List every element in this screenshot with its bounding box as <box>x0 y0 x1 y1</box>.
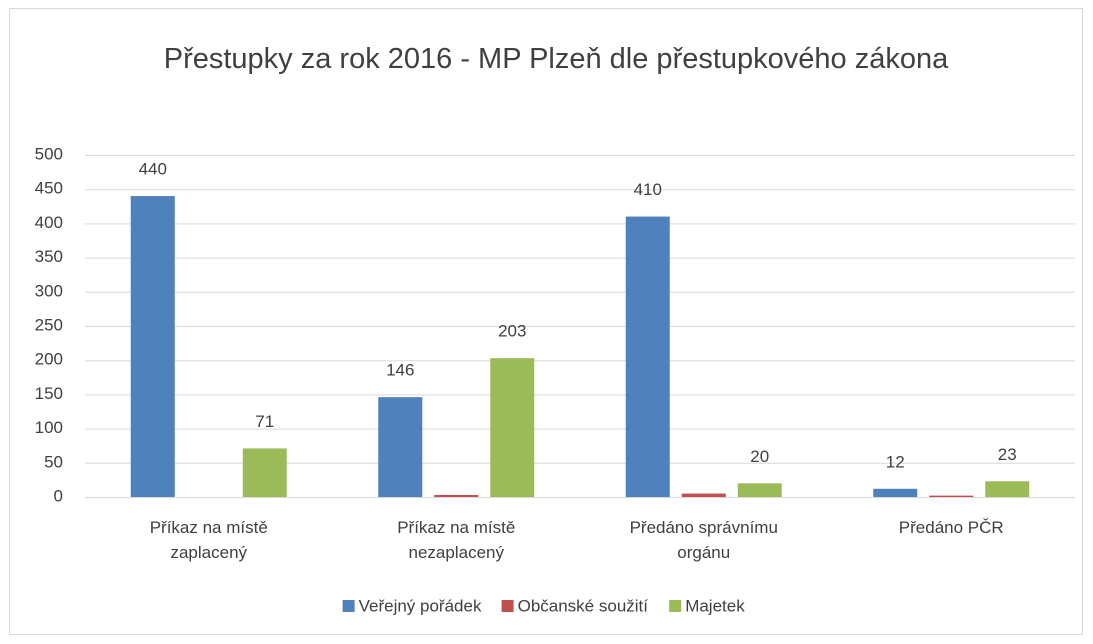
bar <box>625 216 670 497</box>
y-tick-label: 500 <box>35 144 63 163</box>
bar <box>929 495 974 497</box>
y-tick-label: 450 <box>35 179 63 198</box>
chart-border <box>9 8 1083 635</box>
data-label: 71 <box>255 412 274 431</box>
y-tick-label: 0 <box>54 486 63 505</box>
legend-swatch <box>669 600 682 612</box>
x-tick-label: Příkaz na místě nezaplacený <box>397 518 516 562</box>
data-label: 203 <box>498 322 526 341</box>
data-label: 146 <box>386 361 414 380</box>
data-label: 12 <box>886 452 905 471</box>
bar <box>130 196 175 498</box>
x-tick-label: Příkaz na místě zaplacený <box>149 518 268 562</box>
data-label: 410 <box>634 180 662 199</box>
legend-swatch <box>501 600 514 612</box>
x-tick-label: Předáno PČR <box>898 518 1004 537</box>
x-tick-label: Předáno správnímu orgánu <box>629 518 778 562</box>
y-tick-label: 100 <box>35 418 63 437</box>
y-tick-label: 350 <box>35 247 63 266</box>
data-label: 440 <box>139 160 167 179</box>
data-label: 23 <box>998 445 1017 464</box>
bar <box>873 488 918 497</box>
y-tick-label: 400 <box>35 213 63 232</box>
bar <box>681 493 726 497</box>
data-label: 20 <box>750 447 769 466</box>
y-tick-label: 250 <box>35 315 63 334</box>
bar <box>242 448 287 497</box>
y-tick-label: 300 <box>35 281 63 300</box>
legend-label: Majetek <box>685 596 745 615</box>
bar <box>985 481 1030 497</box>
bar <box>434 494 479 497</box>
y-tick-label: 150 <box>35 384 63 403</box>
bar <box>737 483 782 497</box>
legend-label: Občanské soužití <box>518 596 649 615</box>
y-tick-label: 50 <box>44 452 63 471</box>
y-tick-label: 200 <box>35 350 63 369</box>
legend-label: Veřejný pořádek <box>359 596 482 615</box>
bar <box>378 397 423 497</box>
chart-title: Přestupky za rok 2016 - MP Plzeň dle pře… <box>163 43 949 75</box>
legend-swatch <box>342 600 355 612</box>
bar <box>490 358 535 497</box>
